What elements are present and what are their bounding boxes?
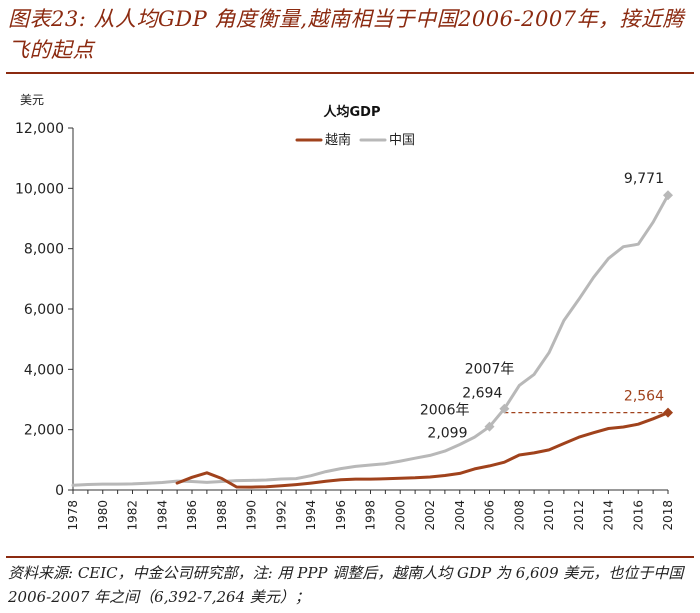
x-tick-label: 2014 [602,500,616,531]
x-tick-label: 2002 [423,500,437,531]
data-marker [499,403,510,414]
data-marker [484,421,495,432]
x-tick-label: 1996 [334,500,348,531]
annotation-year-2006: 2006年 [420,403,470,419]
x-tick-label: 1980 [96,500,110,531]
x-tick-label: 1994 [304,500,318,531]
legend-label-china: 中国 [389,133,415,148]
x-tick-label: 1982 [126,500,140,531]
chart-title: 人均GDP [324,104,381,120]
x-tick-label: 1978 [66,500,80,531]
y-tick-label: 0 [55,483,64,499]
x-tick-label: 1990 [245,500,259,531]
x-tick-label: 2006 [483,500,497,531]
x-tick-label: 2008 [512,500,526,531]
x-tick-label: 2010 [542,500,556,531]
x-tick-label: 1984 [155,500,169,531]
annotation-value-2006: 2,099 [427,426,467,442]
footer-rule [6,556,694,558]
x-tick-label: 2018 [661,500,675,531]
y-axis-unit-label: 美元 [20,93,44,107]
y-tick-label: 4,000 [24,362,64,378]
x-tick-label: 2004 [453,500,467,531]
annotation-year-2007: 2007年 [465,362,515,378]
annotation-value-vietnam-2018: 2,564 [624,389,664,405]
figure-title: 图表23: 从人均GDP 角度衡量,越南相当于中国2006-2007年，接近腾飞… [8,7,685,62]
series-line-china [71,193,670,487]
series-line-vietnam [175,411,670,489]
x-tick-label: 2016 [631,500,645,531]
source-note: 资料来源: CEIC，中金公司研究部，注: 用 PPP 调整后，越南人均 GDP… [8,564,684,606]
gdp-per-capita-chart: 0 2,000 4,000 6,000 8,000 10,000 12,000 1978 198… [15,93,675,531]
x-tick-label: 1986 [185,500,199,531]
x-tick-label: 1998 [364,500,378,531]
x-tick-label: 2012 [572,500,586,531]
legend: 越南 中国 [295,132,415,148]
x-tick-label: 1992 [274,500,288,531]
y-tick-label: 2,000 [24,423,64,439]
legend-label-vietnam: 越南 [325,132,351,148]
y-tick-label: 6,000 [24,302,64,318]
annotation-value-china-2018: 9,771 [624,171,664,187]
y-tick-label: 10,000 [15,181,64,197]
annotation-value-2007: 2,694 [462,386,502,402]
x-tick-label: 1988 [215,500,229,531]
title-rule [6,72,694,74]
y-tick-label: 8,000 [24,242,64,258]
y-tick-label: 12,000 [15,121,64,137]
x-tick-label: 2000 [393,500,407,531]
data-marker [663,407,673,418]
data-marker [663,190,673,201]
